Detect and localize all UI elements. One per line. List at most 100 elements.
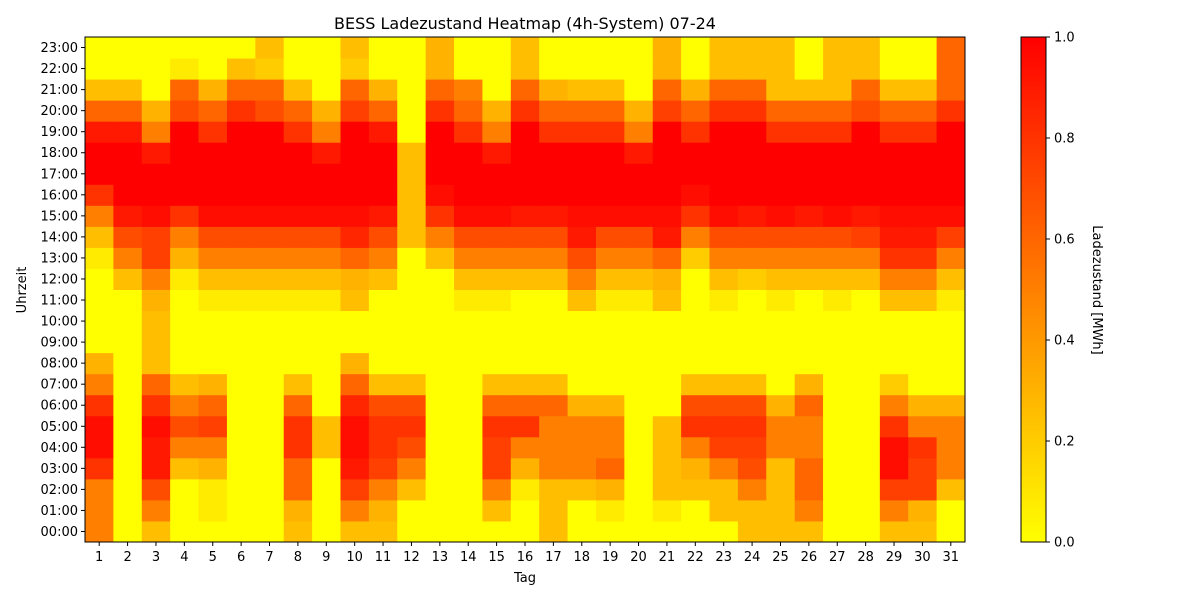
heatmap-cell xyxy=(624,457,654,480)
heatmap-cell xyxy=(851,436,881,459)
heatmap-cell xyxy=(567,478,597,501)
heatmap-cell xyxy=(198,310,228,333)
heatmap-cell xyxy=(624,394,654,417)
heatmap-cell xyxy=(170,79,200,101)
heatmap-cell xyxy=(823,184,852,206)
heatmap-cell xyxy=(737,457,767,480)
heatmap-cell xyxy=(823,58,852,80)
heatmap-cell xyxy=(879,184,909,206)
heatmap-cell xyxy=(141,121,171,143)
heatmap-cell xyxy=(794,205,824,227)
heatmap-cell xyxy=(170,499,200,522)
heatmap-cell xyxy=(794,415,824,438)
heatmap-cell xyxy=(908,142,938,164)
heatmap-cell xyxy=(709,226,739,248)
heatmap-cell xyxy=(510,142,540,164)
heatmap-cell xyxy=(936,373,966,396)
heatmap-cell xyxy=(283,499,313,522)
heatmap-cell xyxy=(908,499,938,522)
heatmap-cell xyxy=(539,184,569,206)
y-tick-label: 03:00 xyxy=(41,462,78,477)
heatmap-cell xyxy=(113,331,143,354)
heatmap-cell xyxy=(226,457,256,480)
heatmap-cell xyxy=(482,142,512,164)
heatmap-cell xyxy=(368,499,398,522)
heatmap-cell xyxy=(936,520,966,543)
heatmap-cell xyxy=(652,205,682,227)
heatmap-cell xyxy=(794,331,824,354)
heatmap-cell xyxy=(482,268,512,290)
heatmap-cell xyxy=(312,457,341,480)
heatmap-cell xyxy=(652,37,682,59)
heatmap-cell xyxy=(170,373,200,396)
heatmap-cell xyxy=(681,499,711,522)
heatmap-cell xyxy=(283,268,313,290)
heatmap-cell xyxy=(312,37,341,59)
heatmap-cell xyxy=(283,247,313,269)
heatmap-cell xyxy=(198,226,228,248)
heatmap-cell xyxy=(255,520,285,543)
heatmap-cell xyxy=(368,478,398,501)
heatmap-cell xyxy=(595,100,625,122)
heatmap-cell xyxy=(454,226,483,248)
colorbar-tick-label: 0.2 xyxy=(1054,435,1075,450)
heatmap-cell xyxy=(936,247,966,269)
heatmap-cell xyxy=(510,205,540,227)
heatmap-cell xyxy=(255,310,285,333)
heatmap-cell xyxy=(283,58,313,80)
heatmap-cell xyxy=(397,163,427,185)
heatmap-cell xyxy=(397,373,427,396)
heatmap-cell xyxy=(908,226,938,248)
heatmap-cell xyxy=(255,394,285,417)
y-tick-label: 06:00 xyxy=(41,399,78,414)
heatmap-cell xyxy=(737,184,767,206)
heatmap-cell xyxy=(226,415,256,438)
heatmap-cell xyxy=(85,289,114,312)
heatmap-cell xyxy=(170,58,200,80)
heatmap-cell xyxy=(397,394,427,417)
heatmap-cell xyxy=(681,457,711,480)
heatmap-cell xyxy=(624,331,654,354)
heatmap-cell xyxy=(141,415,171,438)
heatmap-cell xyxy=(454,436,483,459)
heatmap-cell xyxy=(340,478,370,501)
heatmap-cell xyxy=(510,247,540,269)
heatmap-cell xyxy=(425,268,455,290)
heatmap-cell xyxy=(312,58,341,80)
heatmap-cell xyxy=(595,436,625,459)
heatmap-cell xyxy=(595,352,625,375)
heatmap-cell xyxy=(198,79,228,101)
heatmap-cell xyxy=(198,142,228,164)
heatmap-cell xyxy=(681,478,711,501)
heatmap-cell xyxy=(510,520,540,543)
heatmap-cell xyxy=(368,268,398,290)
heatmap-cell xyxy=(170,142,200,164)
heatmap-cell xyxy=(879,142,909,164)
heatmap-cell xyxy=(454,163,483,185)
heatmap-cell xyxy=(908,163,938,185)
heatmap-cell xyxy=(539,352,569,375)
heatmap-cell xyxy=(539,478,569,501)
heatmap-cell xyxy=(113,310,143,333)
heatmap-cell xyxy=(113,79,143,101)
heatmap-cell xyxy=(936,184,966,206)
heatmap-cell xyxy=(425,37,455,59)
heatmap-cell xyxy=(823,520,852,543)
heatmap-cell xyxy=(908,520,938,543)
heatmap-cell xyxy=(482,436,512,459)
heatmap-cell xyxy=(425,79,455,101)
heatmap-cell xyxy=(85,331,114,354)
heatmap-cell xyxy=(312,121,341,143)
heatmap-cell xyxy=(482,184,512,206)
heatmap-cell xyxy=(312,268,341,290)
heatmap-cell xyxy=(141,79,171,101)
x-tick-label: 14 xyxy=(460,550,477,565)
heatmap-cell xyxy=(113,226,143,248)
heatmap-cell xyxy=(510,457,540,480)
heatmap-cell xyxy=(454,184,483,206)
heatmap-cell xyxy=(595,394,625,417)
heatmap-cell xyxy=(681,352,711,375)
heatmap-cell xyxy=(510,100,540,122)
heatmap-cell xyxy=(397,247,427,269)
heatmap-cell xyxy=(709,121,739,143)
